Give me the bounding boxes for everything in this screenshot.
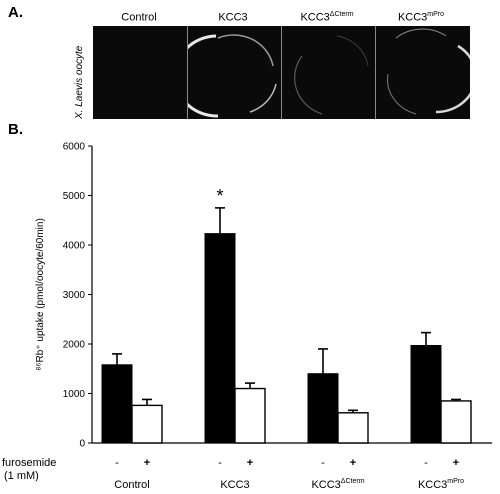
condition-label-minus: - [321, 457, 325, 469]
bar-minus [410, 344, 442, 444]
panel-a-label: A. [8, 4, 23, 21]
image-header-kcc3: KCC3 [218, 11, 248, 24]
oocyte-image-control [93, 26, 186, 119]
condition-label-plus: + [247, 457, 253, 469]
y-tick-label: 6000 [63, 142, 86, 153]
bar-plus [234, 387, 266, 444]
bar-plus [440, 400, 472, 444]
condition-label-plus: + [144, 457, 150, 469]
bar-minus [307, 373, 339, 444]
oocyte-image-kcc3 [187, 26, 281, 119]
image-header-kcc3-mpro: KCC3mPro [397, 11, 445, 24]
oocyte-image-kcc3-mpro [375, 26, 470, 119]
condition-label-minus: - [115, 457, 119, 469]
group-label: KCC3ΔCterm [311, 478, 364, 491]
bar-minus [101, 364, 133, 444]
group-label: KCC3 [220, 479, 249, 491]
y-tick-label: 5000 [63, 191, 86, 202]
condition-label-minus: - [218, 457, 222, 469]
y-tick-label: 0 [79, 439, 85, 450]
oocyte-image-kcc3-dcterm [281, 26, 375, 119]
y-tick-label: 3000 [63, 290, 86, 301]
image-header-control: Control [121, 11, 157, 24]
condition-label-minus: - [424, 457, 428, 469]
group-label: Control [114, 479, 149, 491]
furosemide-dose-label: (1 mM) [4, 470, 39, 482]
group-label: KCC3mPro [418, 478, 464, 491]
y-axis-label: ⁸⁶Rb⁺ uptake (pmol/oocyte/60min) [35, 218, 46, 371]
y-tick-label: 2000 [63, 340, 86, 351]
oocyte-image-strip [93, 26, 470, 119]
bar-plus [337, 412, 369, 444]
condition-label-plus: + [350, 457, 356, 469]
panel-b-label: B. [8, 121, 23, 138]
significance-star: * [216, 186, 223, 206]
bar-minus [204, 233, 236, 444]
image-header-kcc3-dcterm: KCC3ΔCterm [300, 11, 354, 24]
bar-plus [131, 404, 163, 444]
condition-label-plus: + [453, 457, 459, 469]
y-tick-label: 4000 [63, 241, 86, 252]
furosemide-label: furosemide [2, 457, 56, 469]
y-tick-label: 1000 [63, 389, 86, 400]
